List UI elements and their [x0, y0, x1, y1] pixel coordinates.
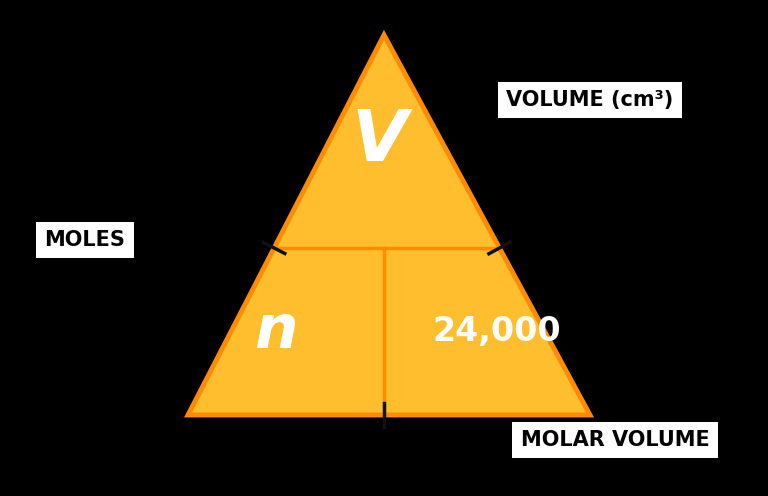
Text: 24,000: 24,000	[432, 315, 561, 348]
Text: MOLAR VOLUME: MOLAR VOLUME	[521, 430, 710, 450]
Polygon shape	[188, 35, 590, 415]
Text: V: V	[351, 107, 407, 176]
Text: MOLES: MOLES	[45, 230, 125, 250]
Text: VOLUME (cm³): VOLUME (cm³)	[506, 90, 674, 110]
Text: n: n	[254, 302, 298, 361]
